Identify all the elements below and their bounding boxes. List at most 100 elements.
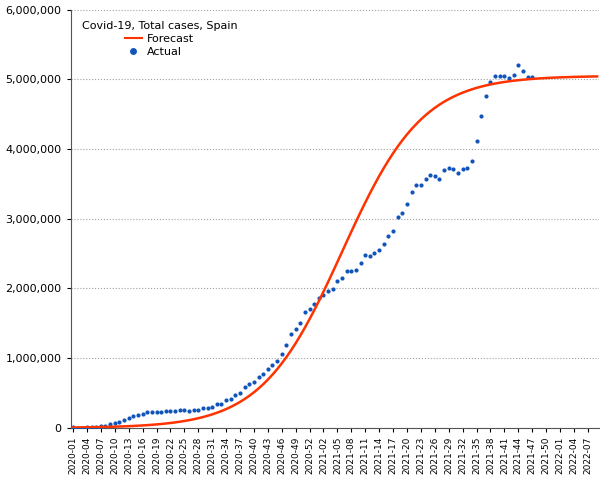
Actual	[138, 410, 148, 418]
Forecast	[129, 423, 137, 429]
Actual	[314, 295, 324, 302]
Actual	[263, 365, 273, 373]
Actual	[68, 424, 78, 432]
Actual	[333, 277, 342, 285]
Actual	[258, 370, 268, 378]
Actual	[221, 396, 231, 404]
Actual	[411, 181, 421, 189]
Actual	[212, 400, 221, 408]
Forecast	[468, 86, 476, 92]
Actual	[319, 291, 329, 299]
Actual	[397, 209, 407, 217]
Actual	[226, 396, 235, 403]
Actual	[370, 250, 379, 257]
Actual	[523, 73, 532, 81]
Actual	[509, 72, 518, 79]
Actual	[476, 112, 486, 120]
Actual	[448, 165, 458, 173]
Actual	[119, 416, 129, 423]
Actual	[472, 137, 482, 145]
Actual	[393, 213, 402, 220]
Actual	[453, 169, 463, 177]
Actual	[175, 406, 185, 414]
Forecast	[594, 73, 601, 79]
Actual	[528, 73, 537, 81]
Actual	[96, 422, 106, 430]
Actual	[467, 157, 477, 165]
Line: Forecast: Forecast	[73, 76, 597, 428]
Actual	[500, 72, 509, 80]
Actual	[514, 61, 523, 69]
Forecast	[70, 425, 77, 431]
Actual	[356, 259, 365, 266]
Actual	[231, 392, 240, 399]
Actual	[244, 380, 254, 387]
Actual	[384, 232, 393, 240]
Actual	[328, 285, 338, 293]
Actual	[267, 361, 277, 369]
Actual	[286, 330, 296, 338]
Actual	[77, 424, 87, 432]
Actual	[486, 78, 495, 86]
Forecast	[408, 126, 415, 132]
Actual	[323, 287, 333, 295]
Forecast	[273, 366, 281, 372]
Actual	[444, 164, 454, 172]
Actual	[152, 408, 162, 416]
Actual	[249, 378, 259, 385]
Actual	[337, 274, 347, 282]
Forecast	[218, 408, 225, 414]
Legend: Forecast, Actual: Forecast, Actual	[76, 15, 243, 63]
Actual	[272, 357, 282, 364]
Actual	[189, 406, 198, 414]
Actual	[374, 246, 384, 253]
Actual	[291, 325, 301, 333]
Actual	[388, 228, 398, 235]
Actual	[462, 165, 472, 172]
Actual	[217, 400, 226, 408]
Actual	[481, 92, 491, 100]
Actual	[420, 176, 430, 183]
Actual	[203, 404, 212, 412]
Actual	[253, 373, 263, 381]
Actual	[82, 423, 92, 431]
Actual	[379, 240, 388, 248]
Actual	[351, 266, 361, 274]
Actual	[495, 72, 505, 80]
Actual	[365, 252, 374, 260]
Actual	[147, 408, 157, 416]
Actual	[161, 407, 171, 414]
Actual	[170, 407, 180, 415]
Actual	[425, 171, 435, 179]
Actual	[180, 407, 189, 414]
Actual	[504, 74, 514, 82]
Actual	[361, 251, 370, 259]
Actual	[434, 175, 444, 183]
Actual	[300, 308, 310, 316]
Actual	[142, 408, 152, 416]
Actual	[305, 305, 315, 312]
Actual	[194, 407, 203, 414]
Actual	[416, 181, 426, 189]
Actual	[281, 341, 291, 348]
Actual	[128, 412, 138, 420]
Actual	[156, 408, 166, 416]
Actual	[518, 67, 528, 75]
Actual	[235, 389, 245, 396]
Actual	[347, 267, 356, 275]
Actual	[198, 404, 208, 412]
Actual	[124, 414, 134, 421]
Actual	[114, 418, 124, 425]
Forecast	[213, 410, 220, 416]
Actual	[133, 411, 143, 419]
Actual	[295, 319, 305, 326]
Actual	[110, 419, 120, 427]
Actual	[342, 267, 352, 275]
Actual	[458, 166, 468, 173]
Actual	[402, 200, 412, 208]
Actual	[277, 350, 287, 358]
Actual	[166, 407, 175, 415]
Actual	[407, 189, 416, 196]
Actual	[73, 424, 82, 432]
Actual	[309, 300, 319, 307]
